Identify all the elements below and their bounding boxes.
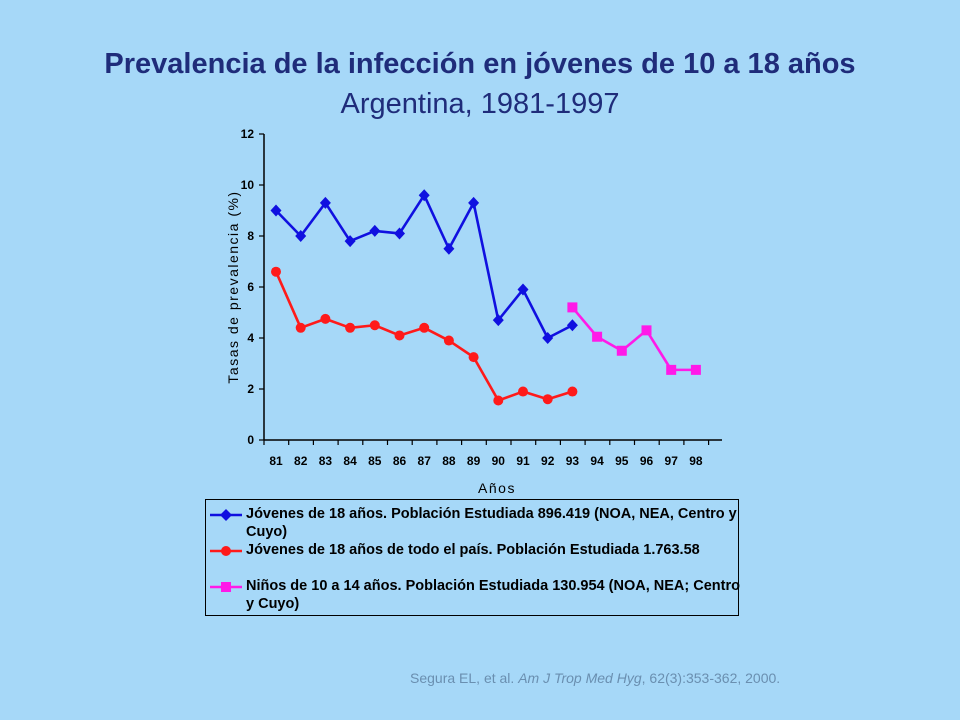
data-point-circle — [468, 352, 479, 363]
data-point-circle — [493, 395, 504, 406]
x-tick-label: 93 — [566, 454, 580, 468]
data-point-circle — [542, 394, 553, 405]
citation-authors: Segura EL, et al. — [410, 670, 519, 686]
series-2 — [271, 266, 578, 406]
data-point-square — [666, 364, 677, 375]
legend-marker-square — [210, 582, 242, 592]
data-point-diamond — [295, 230, 307, 242]
legend-marker-circle — [210, 546, 242, 556]
x-tick-label: 94 — [590, 454, 604, 468]
x-tick-label: 90 — [492, 454, 506, 468]
legend-label-series-3: Niños de 10 a 14 años. Población Estudia… — [246, 578, 740, 612]
x-tick-label: 89 — [467, 454, 481, 468]
data-point-diamond — [344, 235, 356, 248]
legend-label-series-2: Jóvenes de 18 años de todo el país. Pobl… — [246, 542, 700, 558]
x-tick-label: 82 — [294, 454, 308, 468]
y-tick-label: 12 — [241, 127, 255, 141]
data-point-diamond — [394, 227, 405, 240]
citation: Segura EL, et al. Am J Trop Med Hyg, 62(… — [410, 670, 780, 686]
data-point-diamond — [319, 196, 331, 209]
data-point-circle — [419, 322, 430, 333]
x-tick-label: 88 — [442, 454, 456, 468]
y-tick-label: 10 — [241, 178, 255, 192]
x-axis-label: Años — [478, 480, 516, 496]
y-tick-label: 6 — [247, 280, 254, 294]
legend-marker-diamond — [210, 509, 242, 521]
x-tick-label: 91 — [516, 454, 530, 468]
data-point-square — [690, 364, 701, 375]
series-3 — [567, 302, 701, 375]
data-point-square — [641, 325, 652, 336]
data-point-diamond — [443, 242, 455, 255]
data-point-diamond — [468, 196, 480, 209]
x-tick-label: 86 — [393, 454, 407, 468]
data-point-circle — [345, 322, 356, 333]
x-ticks: 81 82 83 84 85 86 87 88 89 90 91 92 93 94 95 96 97 98 — [263, 440, 710, 468]
data-point-circle — [369, 320, 380, 331]
series-3-line — [571, 306, 696, 372]
data-point-circle — [567, 386, 578, 397]
y-ticks: 0 2 4 6 8 10 12 — [241, 127, 264, 447]
data-point-diamond — [369, 224, 381, 237]
series-1-line — [275, 193, 573, 340]
x-tick-label: 83 — [319, 454, 333, 468]
series-1 — [270, 189, 578, 344]
data-point-circle — [443, 335, 454, 346]
x-tick-label: 87 — [418, 454, 432, 468]
data-point-circle — [271, 266, 281, 277]
y-tick-label: 0 — [247, 433, 254, 447]
data-point-diamond — [270, 204, 282, 217]
series-layer — [270, 189, 701, 406]
data-point-circle — [295, 322, 306, 333]
legend-label-series-1: Jóvenes de 18 años. Población Estudiada … — [246, 506, 737, 540]
y-tick-label: 8 — [247, 229, 254, 243]
data-point-circle — [320, 313, 331, 324]
x-tick-label: 85 — [368, 454, 382, 468]
data-point-square — [567, 302, 578, 313]
data-point-diamond — [517, 283, 529, 296]
chart-title: Prevalencia de la infección en jóvenes d… — [104, 48, 856, 80]
chart-subtitle: Argentina, 1981-1997 — [340, 88, 620, 120]
x-tick-label: 95 — [615, 454, 629, 468]
chart-legend: Jóvenes de 18 años. Población Estudiada … — [205, 499, 740, 616]
data-point-circle — [394, 330, 405, 341]
citation-journal: Am J Trop Med Hyg — [518, 670, 642, 686]
y-tick-label: 2 — [247, 382, 254, 396]
x-tick-label: 98 — [689, 454, 703, 468]
series-2-line — [274, 271, 573, 402]
x-tick-label: 84 — [343, 454, 357, 468]
data-point-square — [616, 345, 627, 356]
x-tick-label: 81 — [269, 454, 283, 468]
x-tick-label: 96 — [640, 454, 654, 468]
y-tick-label: 4 — [247, 331, 254, 345]
data-point-diamond — [418, 189, 430, 202]
data-point-diamond — [542, 332, 554, 344]
x-tick-label: 92 — [541, 454, 555, 468]
data-point-circle — [518, 386, 528, 397]
data-point-diamond — [492, 314, 504, 327]
y-axis-label: Tasas de prevalencia (%) — [225, 190, 241, 383]
citation-ref: , 62(3):353-362, 2000. — [641, 670, 781, 686]
x-tick-label: 97 — [665, 454, 679, 468]
data-point-square — [592, 331, 603, 342]
data-point-diamond — [566, 319, 578, 332]
